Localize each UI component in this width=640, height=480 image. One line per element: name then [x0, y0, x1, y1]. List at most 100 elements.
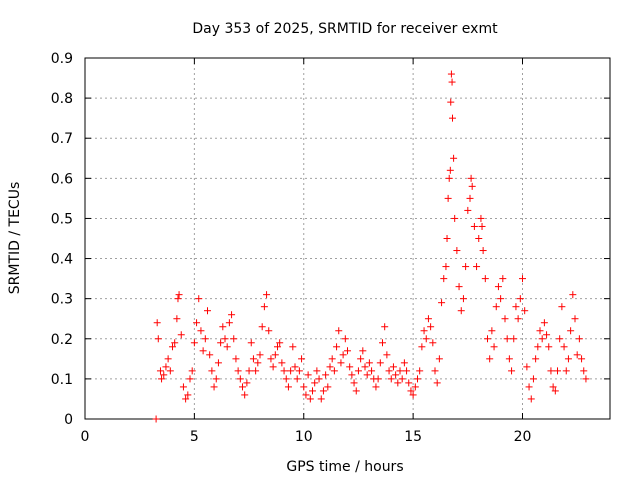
- data-point: [291, 363, 299, 371]
- y-tick-label: 0.9: [51, 51, 73, 67]
- data-point: [258, 323, 266, 331]
- y-tick-label: 0.1: [51, 372, 73, 388]
- data-point: [322, 371, 330, 379]
- data-point: [309, 387, 316, 395]
- data-point: [545, 343, 553, 351]
- data-point: [333, 343, 341, 351]
- x-tick-label: 20: [514, 429, 532, 445]
- data-point: [164, 355, 172, 363]
- data-point: [538, 335, 546, 343]
- data-point: [446, 166, 454, 174]
- data-point: [317, 395, 325, 403]
- data-point: [241, 391, 249, 399]
- data-point: [276, 339, 284, 347]
- data-point: [556, 335, 564, 343]
- data-point: [236, 375, 244, 383]
- data-point: [429, 339, 437, 347]
- data-point: [225, 319, 233, 327]
- data-point: [228, 311, 236, 319]
- data-point: [295, 367, 303, 375]
- data-point: [330, 367, 338, 375]
- data-point: [464, 206, 472, 214]
- data-point: [560, 343, 568, 351]
- data-point: [339, 351, 347, 359]
- data-point: [407, 387, 415, 395]
- y-tick-label: 0: [64, 412, 73, 428]
- data-point: [359, 347, 367, 355]
- data-point: [173, 315, 181, 323]
- data-point: [363, 371, 371, 379]
- data-point: [271, 351, 279, 359]
- data-point: [447, 98, 455, 106]
- y-tick-label: 0.8: [51, 91, 73, 107]
- data-point: [313, 367, 321, 375]
- data-point: [166, 367, 174, 375]
- data-point: [543, 331, 551, 339]
- data-point: [512, 303, 520, 311]
- data-point: [400, 359, 408, 367]
- data-point: [578, 355, 586, 363]
- data-point: [394, 379, 402, 387]
- data-point: [175, 291, 183, 299]
- data-point: [300, 383, 308, 391]
- data-point: [549, 383, 557, 391]
- data-point: [319, 387, 327, 395]
- data-point: [263, 291, 271, 299]
- data-point: [341, 335, 349, 343]
- data-point: [398, 375, 406, 383]
- data-point: [184, 391, 192, 399]
- data-point: [223, 343, 231, 351]
- data-point: [348, 371, 356, 379]
- chart-title: Day 353 of 2025, SRMTID for receiver exm…: [192, 21, 498, 37]
- data-point: [293, 375, 301, 383]
- y-tick-label: 0.4: [51, 252, 73, 268]
- data-point: [433, 379, 441, 387]
- data-point: [449, 114, 456, 122]
- data-point: [503, 335, 511, 343]
- data-point: [492, 303, 500, 311]
- x-axis-label: GPS time / hours: [286, 459, 403, 475]
- data-point: [274, 343, 281, 351]
- data-point: [357, 355, 365, 363]
- data-point: [234, 367, 242, 375]
- data-point: [575, 335, 583, 343]
- data-point: [418, 343, 426, 351]
- data-point: [448, 78, 456, 86]
- data-point: [467, 174, 475, 182]
- data-point: [385, 367, 393, 375]
- data-point: [206, 351, 214, 359]
- data-point: [442, 263, 450, 271]
- data-point: [525, 383, 533, 391]
- data-point: [298, 355, 306, 363]
- y-tick-label: 0.5: [51, 211, 73, 227]
- axis-ticks: 0 0.1 0.2 0.3 0.4 0.5 0.6 0.7 0.8 0.9 0 5 10 15 20: [51, 51, 610, 445]
- data-point: [514, 315, 522, 323]
- x-tick-label: 0: [81, 429, 90, 445]
- data-point: [521, 307, 529, 315]
- data-point: [479, 247, 487, 255]
- data-point: [177, 331, 185, 339]
- y-tick-label: 0.2: [51, 332, 73, 348]
- data-point: [554, 367, 561, 375]
- data-point: [396, 367, 404, 375]
- x-tick-label: 10: [295, 429, 313, 445]
- data-point: [280, 367, 288, 375]
- data-point: [499, 275, 507, 283]
- data-point: [171, 339, 179, 347]
- data-point: [490, 343, 498, 351]
- data-point: [571, 315, 579, 323]
- data-point: [481, 275, 489, 283]
- data-point: [381, 323, 389, 331]
- data-point: [306, 395, 314, 403]
- data-point: [210, 383, 218, 391]
- data-point: [475, 235, 483, 242]
- y-tick-label: 0.6: [51, 171, 73, 187]
- data-point: [284, 383, 292, 391]
- data-point: [326, 363, 334, 371]
- data-point: [529, 375, 537, 383]
- data-point: [160, 371, 168, 379]
- data-point: [352, 387, 360, 395]
- data-point: [497, 295, 505, 303]
- data-point: [269, 363, 277, 371]
- data-point: [477, 214, 485, 222]
